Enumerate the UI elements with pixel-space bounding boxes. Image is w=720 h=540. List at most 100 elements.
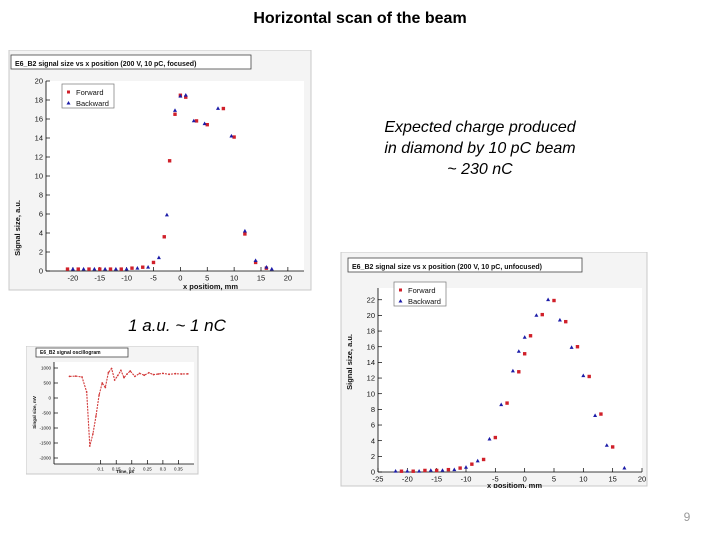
oscillogram-point [88,445,91,447]
legend-label-forward: Forward [76,88,104,97]
forward-data-point [119,267,123,271]
oscillogram-point [147,371,150,374]
x-tick-label: 0.15 [112,467,121,472]
x-tick-label: 0 [178,274,182,283]
forward-data-point [481,457,486,462]
forward-data-point [399,469,404,473]
backward-data-point [499,402,504,407]
forward-data-point [564,319,568,324]
y-tick-label: -1000 [39,426,51,431]
x-tick-label: 0.25 [143,467,152,472]
forward-data-point [423,468,427,473]
x-tick-label: 20 [638,475,646,484]
backward-data-point [135,266,140,270]
legend-marker-backward [398,299,403,303]
chart-title-box [347,257,583,273]
x-tick-label: 15 [257,274,265,283]
forward-data-point [65,267,70,271]
oscillogram-point [129,370,132,372]
oscillogram-point [119,369,122,372]
forward-data-point [587,374,591,379]
oscillogram-point [95,415,97,417]
oscillogram-chart: E6_B2 signal oscillogram 0.1 0.15 0.2 0.25 0.… [26,346,202,476]
y-tick-label: 14 [35,134,43,143]
x-tick-label: -5 [150,274,157,283]
backward-data-point [417,469,422,473]
forward-data-point [505,401,509,405]
backward-data-point [264,265,269,269]
y-axis-title: Signal size, a.u. [345,334,354,390]
y-tick-label: 4 [39,229,43,238]
backward-data-point [546,297,551,302]
x-tick-label: -10 [121,274,132,283]
backward-data-point [581,373,586,378]
backward-data-point [269,266,274,271]
oscillogram-point [138,372,141,375]
backward-data-point [428,468,433,472]
forward-data-point [243,232,247,236]
calibration-note: 1 a.u. ~ 1 nC [128,316,226,335]
legend-marker-forward [399,288,402,292]
backward-data-point [569,345,574,349]
y-tick-label: 12 [35,153,43,162]
y-axis-title: Signal size, a.u. [13,200,22,256]
backward-data-point [253,258,258,262]
focused-scan-chart: E6_B2 signal size vs x position (200 V, … [8,50,314,292]
y-tick-label: 6 [39,210,43,219]
y-axis-title: Singal size, mV [32,396,37,429]
x-tick-label: -20 [67,274,78,283]
legend-box [393,281,447,307]
oscillogram-point [81,376,83,378]
y-tick-label: 12 [367,374,375,383]
backward-data-point [405,469,410,473]
oscillogram-point [186,372,189,375]
backward-data-point [216,106,220,110]
y-tick-label: 0 [48,396,51,401]
forward-data-point [610,445,615,449]
y-tick-label: 14 [367,358,375,367]
y-tick-label: 18 [367,327,375,336]
forward-data-point [522,352,527,356]
x-tick-label: 10 [230,274,238,283]
y-tick-label: 20 [367,311,375,320]
oscillogram-point [101,382,104,384]
x-tick-label: 10 [579,475,587,484]
x-tick-label: -5 [492,475,499,484]
y-tick-label: 20 [35,77,43,86]
x-axis-title: x positiom, mm [487,481,542,488]
chart-title: E6_B2 signal size vs x position (200 V, … [15,61,196,68]
backward-data-point [593,413,598,417]
forward-data-point [493,435,498,440]
x-tick-label: -20 [402,475,413,484]
y-tick-label: 6 [371,421,375,430]
x-tick-label: 0.35 [174,467,183,472]
backward-data-point [92,266,97,271]
x-tick-label: -15 [431,475,442,484]
chart-title-box [35,347,129,358]
backward-data-point [557,317,562,322]
backward-data-point [124,266,129,271]
oscillogram-point [98,394,101,396]
x-tick-label: 0.1 [98,467,105,472]
oscillogram-point [152,373,155,376]
forward-data-point [411,469,415,473]
backward-data-point [516,349,521,353]
y-tick-label: 16 [367,342,375,351]
oscillogram-point [161,372,164,375]
backward-data-point [113,266,118,271]
x-tick-label: 0.3 [160,467,167,472]
y-tick-label: 0 [39,267,43,276]
forward-data-point [232,135,236,139]
oscillogram-point [107,371,110,374]
forward-data-point [98,267,102,271]
y-tick-label: -500 [42,411,52,416]
oscillogram-point [157,373,160,375]
backward-data-point [393,469,398,473]
forward-data-point [517,370,521,374]
legend-box [61,83,115,109]
oscillogram-point [113,379,116,381]
note-line: ~ 230 nC [447,161,513,178]
chart-title: E6_B2 signal size vs x position (200 V, … [352,264,542,271]
oscillogram-point [133,375,136,378]
legend-label-backward: Backward [408,297,441,306]
